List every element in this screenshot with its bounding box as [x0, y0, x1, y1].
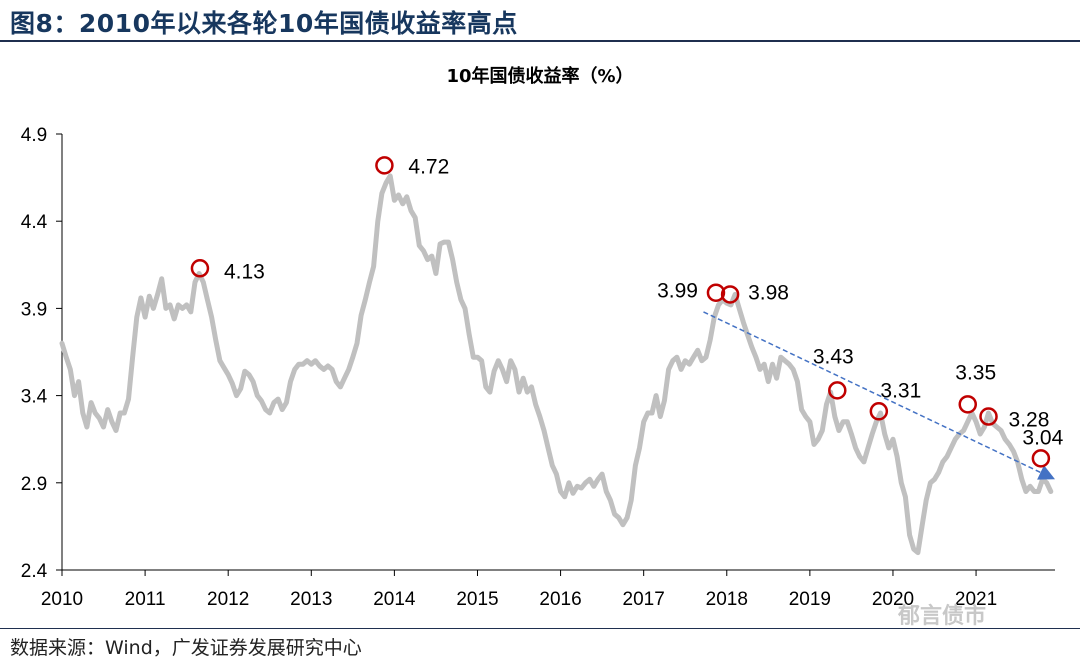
x-tick-label: 2015 [456, 589, 498, 610]
high-marker [706, 283, 726, 302]
x-tick-label: 2020 [872, 589, 914, 610]
y-tick-label: 4.9 [21, 125, 47, 146]
yield-series-line [59, 173, 1054, 556]
y-tick-label: 2.9 [21, 474, 47, 495]
x-tick-label: 2014 [373, 589, 416, 610]
trend-line [703, 311, 1041, 474]
x-tick-label: 2012 [207, 589, 249, 610]
source-note: 数据来源：Wind，广发证券发展研究中心 [10, 637, 362, 659]
high-marker [720, 285, 740, 304]
high-marker [375, 156, 394, 175]
high-marker [828, 381, 847, 400]
y-tick-label: 4.4 [21, 212, 48, 233]
x-tick-label: 2016 [539, 589, 581, 610]
high-label: 3.31 [880, 379, 921, 402]
x-tick-label: 2019 [789, 589, 831, 610]
high-label: 3.43 [813, 345, 854, 368]
chart-title: 10年国债收益率（%） [446, 65, 633, 87]
watermark-text: 郁言债市 [898, 604, 987, 629]
x-tick-label: 2017 [623, 589, 665, 610]
x-tick-label: 2021 [955, 589, 997, 610]
high-label: 4.72 [408, 155, 449, 178]
x-tick-label: 2013 [290, 589, 332, 610]
high-marker [958, 395, 977, 414]
high-label: 3.99 [657, 280, 698, 303]
high-marker [1031, 449, 1051, 468]
y-tick-label: 3.4 [21, 387, 48, 408]
line-chart: 10年国债收益率（%） 2.42.93.43.94.44.9 2010 2011 2… [21, 65, 1064, 610]
high-label: 4.13 [224, 260, 265, 283]
high-marker [979, 407, 998, 426]
high-label: 3.35 [955, 361, 996, 384]
high-marker [869, 402, 889, 421]
high-marker [190, 259, 210, 278]
x-tick-label: 2010 [41, 589, 83, 610]
y-ticks: 2.4 2.9 3.4 3.9 4.4 4.9 [21, 125, 62, 582]
high-markers: 4.13 4.72 3.99 3.98 3.43 3.31 3.35 3.283.04 [190, 155, 1064, 468]
x-ticks: 2010 2011 2012 2013 2014 2015 2016 2017 2018 2019… [41, 570, 997, 610]
x-tick-label: 2011 [125, 589, 166, 610]
high-label: 3.28 [1009, 409, 1050, 432]
trend-arrow [1037, 465, 1055, 480]
high-label: 3.04 [1022, 426, 1063, 449]
source-rule [0, 628, 1080, 629]
y-tick-label: 3.9 [21, 299, 47, 320]
high-label: 3.98 [748, 281, 789, 304]
y-tick-label: 2.4 [21, 561, 48, 582]
x-tick-label: 2018 [706, 589, 748, 610]
title-rule [0, 40, 1080, 42]
figure-title: 图8：2010年以来各轮10年国债收益率高点 [10, 9, 518, 38]
